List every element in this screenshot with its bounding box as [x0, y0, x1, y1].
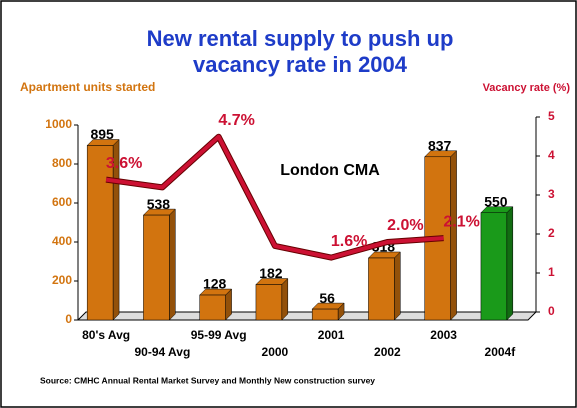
bar	[86, 145, 114, 321]
bar-value-label: 550	[484, 193, 508, 209]
bar	[368, 257, 395, 321]
y2-tick-label: 0	[548, 304, 555, 318]
x-tick-label: 95-99 Avg	[191, 328, 247, 342]
y2-tick-label: 1	[548, 265, 555, 279]
y-axis-label: Apartment units started	[20, 80, 155, 94]
bar-side	[281, 277, 289, 321]
line-value-label: 4.7%	[218, 112, 254, 129]
y-tick-label: 800	[52, 156, 72, 170]
line-value-label: 3.6%	[106, 155, 142, 172]
y2-tick-label: 2	[548, 226, 555, 240]
y-tick-label: 600	[52, 195, 72, 209]
bar-value-label: 895	[90, 126, 114, 142]
bar-value-label: 182	[259, 265, 283, 281]
x-tick-label: 2004f	[485, 345, 517, 359]
annotation: London CMA	[280, 162, 380, 179]
x-tick-label: 2002	[374, 345, 401, 359]
x-tick-label: 2000	[262, 345, 289, 359]
y-tick-label: 400	[52, 234, 72, 248]
vacancy-line	[105, 134, 444, 260]
y-tick-label: 1000	[45, 117, 72, 131]
bar	[255, 284, 283, 321]
chart-title: New rental supply to push up	[147, 26, 454, 51]
bar-value-label: 56	[319, 290, 335, 306]
y2-tick-label: 3	[548, 187, 555, 201]
bar	[311, 308, 339, 321]
y2-tick-label: 5	[548, 109, 555, 123]
bar-side	[169, 208, 176, 321]
bar	[480, 212, 508, 321]
line-value-label: 2.1%	[443, 213, 479, 230]
y-tick-label: 200	[52, 273, 72, 287]
bar-side	[394, 251, 401, 321]
bar	[143, 214, 170, 321]
chart-title: vacancy rate in 2004	[193, 52, 408, 77]
y2-tick-label: 4	[548, 148, 555, 162]
line-value-label: 1.6%	[331, 233, 367, 250]
y-tick-label: 0	[65, 312, 72, 326]
x-tick-label: 80's Avg	[82, 328, 130, 342]
bar	[199, 294, 226, 321]
line-value-label: 2.0%	[387, 217, 423, 234]
source: Source: CMHC Annual Rental Market Survey…	[40, 375, 375, 385]
bar-value-label: 837	[428, 137, 452, 153]
x-tick-label: 2003	[430, 328, 457, 342]
bar-side	[506, 206, 514, 321]
x-tick-label: 2001	[318, 328, 345, 342]
bar-value-label: 538	[147, 196, 171, 212]
bar-value-label: 128	[203, 276, 227, 292]
bar-side	[450, 150, 457, 321]
x-tick-label: 90-94 Avg	[134, 345, 190, 359]
y2-axis-label: Vacancy rate (%)	[483, 82, 571, 94]
